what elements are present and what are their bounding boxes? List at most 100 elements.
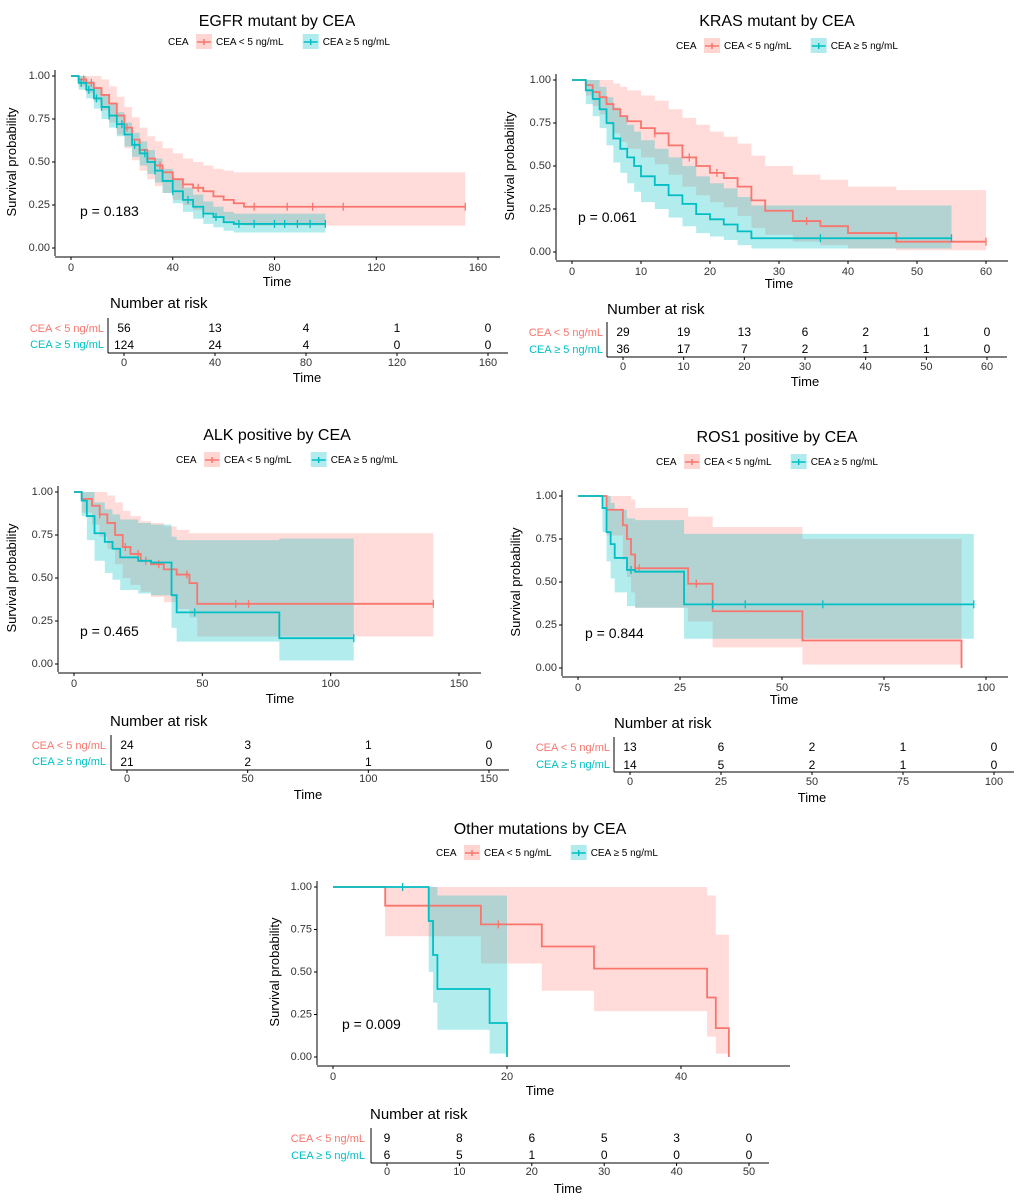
survival-curve-high (71, 75, 326, 225)
x-tick-label: 0 (330, 1071, 336, 1083)
risk-count: 0 (486, 755, 493, 769)
risk-count: 21 (120, 755, 134, 769)
risk-count: 3 (673, 1131, 680, 1145)
risk-count: 2 (809, 758, 816, 772)
legend-label: CEA (676, 41, 697, 52)
risk-count: 1 (923, 325, 930, 339)
risk-count: 0 (984, 342, 991, 356)
x-tick-label: 0 (68, 262, 74, 274)
risk-tick-label: 10 (453, 1166, 465, 1178)
risk-tick-label: 0 (384, 1166, 390, 1178)
risk-count: 2 (244, 755, 251, 769)
risk-count: 13 (208, 321, 222, 335)
risk-x-title: Time (293, 370, 321, 385)
risk-count: 6 (802, 325, 809, 339)
legend-text-low: CEA < 5 ng/mL (704, 457, 772, 468)
risk-tick-label: 100 (985, 776, 1003, 788)
risk-count: 13 (738, 325, 752, 339)
risk-tick-label: 50 (242, 773, 254, 785)
risk-count: 2 (809, 740, 816, 754)
risk-row-label: CEA ≥ 5 ng/mL (291, 1150, 365, 1162)
x-tick-label: 40 (675, 1071, 687, 1083)
legend-text-high: CEA ≥ 5 ng/mL (331, 455, 399, 466)
risk-count: 4 (303, 338, 310, 352)
risk-count: 0 (984, 325, 991, 339)
risk-tick-label: 40 (209, 357, 221, 369)
survival-curve-high (333, 886, 508, 1057)
y-axis-title: Survival probability (502, 111, 517, 221)
legend: CEA CEA < 5 ng/mL CEA ≥ 5 ng/mL (176, 452, 398, 467)
x-tick-label: 30 (773, 266, 785, 278)
risk-tick-label: 20 (526, 1166, 538, 1178)
y-tick-label: 1.00 (536, 490, 557, 502)
y-tick-label: 0.50 (32, 572, 53, 584)
y-tick-label: 0.75 (291, 923, 312, 935)
risk-table: Number at risk CEA < 5 ng/mL 56 13 4 1 0 CEA ≥ … (30, 295, 508, 385)
y-tick-label: 0.00 (32, 658, 53, 670)
x-axis-title: Time (765, 276, 793, 291)
risk-count: 0 (601, 1148, 608, 1162)
km-panel-4: ROS1 positive by CEA CEA CEA < 5 ng/mL CEA … (508, 429, 1014, 805)
ci-band-high (333, 887, 507, 1057)
risk-count: 0 (746, 1148, 753, 1162)
x-tick-label: 10 (635, 266, 647, 278)
x-tick-label: 75 (878, 682, 890, 694)
x-tick-label: 50 (196, 678, 208, 690)
risk-tick-label: 20 (738, 361, 750, 373)
risk-row-label: CEA ≥ 5 ng/mL (32, 756, 106, 768)
p-value: p = 0.183 (80, 203, 139, 219)
y-axis-title: Survival probability (4, 523, 19, 633)
survival-curve-high (572, 79, 952, 240)
risk-count: 124 (114, 338, 134, 352)
risk-count: 14 (623, 758, 637, 772)
risk-tick-label: 75 (897, 776, 909, 788)
ci-band-high (578, 496, 974, 639)
km-panel-1: EGFR mutant by CEA CEA CEA < 5 ng/mL CEA ≥ … (4, 13, 508, 385)
legend-text-high: CEA ≥ 5 ng/mL (323, 37, 391, 48)
risk-count: 5 (456, 1148, 463, 1162)
risk-table: Number at risk CEA < 5 ng/mL 13 6 2 1 0 CEA ≥ 5… (536, 715, 1014, 805)
legend-text-low: CEA < 5 ng/mL (724, 41, 792, 52)
x-tick-label: 0 (575, 682, 581, 694)
risk-count: 24 (208, 338, 222, 352)
risk-tick-label: 60 (981, 361, 993, 373)
y-tick-label: 0.25 (530, 203, 551, 215)
y-tick-label: 1.00 (530, 74, 551, 86)
ci-band-high (572, 80, 952, 249)
x-tick-label: 120 (367, 262, 385, 274)
chart-title: KRAS mutant by CEA (699, 13, 855, 30)
y-tick-label: 0.50 (536, 576, 557, 588)
risk-table: Number at risk CEA < 5 ng/mL 24 3 1 0 CEA ≥ 5 … (32, 713, 509, 802)
risk-tick-label: 40 (670, 1166, 682, 1178)
risk-count: 1 (365, 755, 372, 769)
y-tick-label: 0.50 (29, 156, 50, 168)
ci-band-high (71, 76, 326, 233)
risk-tick-label: 40 (860, 361, 872, 373)
legend-text-high: CEA ≥ 5 ng/mL (831, 41, 899, 52)
y-tick-label: 0.00 (530, 246, 551, 258)
legend: CEA CEA < 5 ng/mL CEA ≥ 5 ng/mL (436, 845, 658, 860)
ci-band-low (333, 887, 729, 1057)
legend-label: CEA (176, 455, 197, 466)
risk-count: 5 (718, 758, 725, 772)
y-tick-label: 1.00 (29, 70, 50, 82)
risk-tick-label: 0 (121, 357, 127, 369)
ci-band-low (71, 76, 466, 226)
survival-curve-high (578, 495, 974, 606)
x-tick-label: 150 (450, 678, 468, 690)
risk-tick-label: 10 (678, 361, 690, 373)
risk-count: 2 (862, 325, 869, 339)
risk-count: 0 (991, 758, 998, 772)
risk-tick-label: 80 (300, 357, 312, 369)
risk-count: 19 (677, 325, 691, 339)
risk-tick-label: 50 (806, 776, 818, 788)
risk-table-title: Number at risk (110, 295, 208, 312)
risk-count: 8 (456, 1131, 463, 1145)
legend-label: CEA (436, 848, 457, 859)
y-axis-title: Survival probability (267, 917, 282, 1027)
y-tick-label: 0.25 (29, 199, 50, 211)
km-panel-3: ALK positive by CEA CEA CEA < 5 ng/mL CEA ≥… (4, 427, 509, 802)
x-tick-label: 50 (776, 682, 788, 694)
